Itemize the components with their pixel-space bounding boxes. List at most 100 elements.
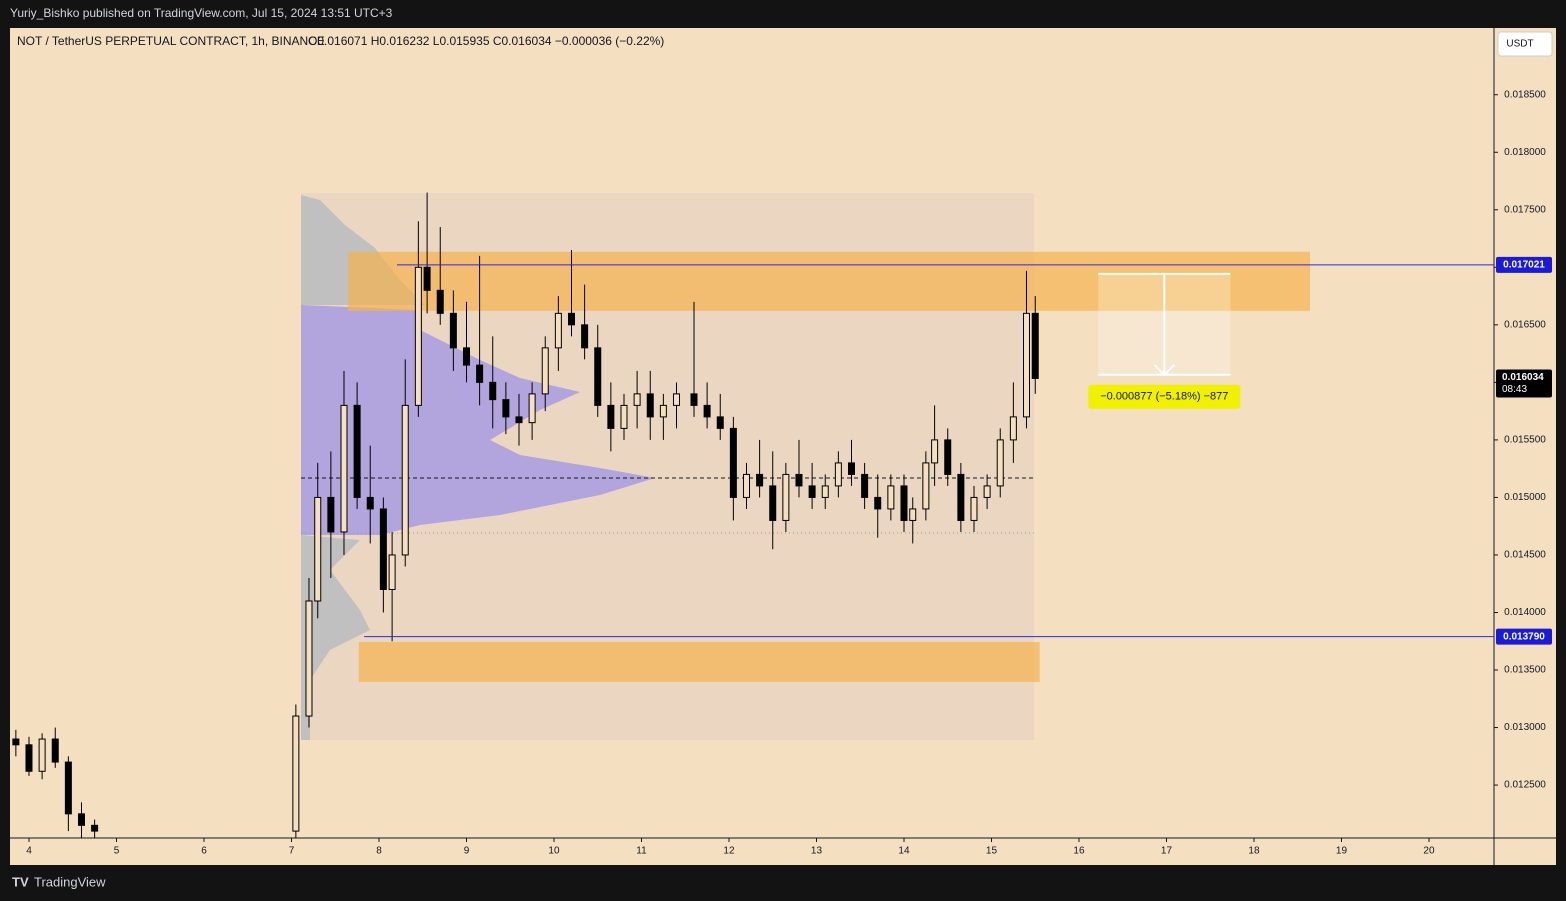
candle-body [449,312,457,349]
candle-body [401,404,409,556]
candle-body [1031,312,1039,379]
candle-body [769,485,777,521]
level-label: 0.013790 [1503,631,1545,642]
candle-body [1022,312,1030,418]
candle-body [314,496,322,602]
candle-body [690,393,698,406]
zone [348,251,1310,311]
candle-body [64,761,72,815]
plot [12,192,1310,838]
candle-body [379,508,387,590]
candle-body [716,416,724,429]
x-tick-label: 19 [1336,846,1348,857]
x-tick-label: 15 [986,846,998,857]
y-tick-label: 0.017500 [1504,204,1546,215]
x-tick-label: 13 [811,846,823,857]
x-tick-label: 6 [201,846,207,857]
x-tick-label: 8 [376,846,382,857]
candle-body [861,473,869,498]
candle-body [756,473,764,487]
currency[interactable]: USDT [1506,39,1533,50]
candle-body [821,485,829,498]
y-tick-label: 0.016500 [1504,319,1546,330]
measure-arrowhead [1153,364,1176,377]
candle-body [414,266,422,406]
candle-body [782,473,790,521]
candle-body [620,404,628,429]
candle-body [38,738,46,772]
x-tick-label: 18 [1248,846,1260,857]
y-tick-label: 0.013000 [1504,722,1546,733]
candle-body [12,738,20,746]
candle-body [77,813,85,826]
y-tick-label: 0.015500 [1504,435,1546,446]
brand: TradingView [34,874,106,889]
candle-body [931,439,939,464]
candle-body [502,399,510,418]
y-tick-label: 0.015000 [1504,492,1546,503]
x-tick-label: 12 [723,846,735,857]
candle-body [423,266,431,291]
candle-body [554,312,562,349]
currency-button[interactable] [1497,31,1553,57]
candle-body [581,324,589,349]
candle-body [476,364,484,383]
candle-body [528,393,536,424]
candle-body [983,485,991,498]
candle-body [327,496,335,533]
candle-body [909,508,917,521]
publisher: Yuriy_Bishko published on TradingView.co… [10,6,393,20]
candle-body [703,404,711,418]
candle-body [91,824,99,832]
candle-body [594,347,602,406]
candle-body [970,496,978,521]
profile-value-area [301,305,655,535]
candle-body [944,439,952,475]
candle-body [900,485,908,521]
x-tick-label: 16 [1073,846,1085,857]
measure-label: −0.000877 (−5.18%) −877 [1100,391,1228,403]
x-tick-label: 20 [1423,846,1435,857]
candle-body [672,393,680,406]
candle-body [436,289,444,314]
candle-body [567,312,575,326]
y-tick-label: 0.012500 [1504,780,1546,791]
candle-body [51,738,59,763]
x-tick-label: 14 [898,846,910,857]
candle-body [353,404,361,498]
x-tick-label: 10 [548,846,560,857]
candle-body [996,439,1004,487]
brand-logo: TV [12,874,29,889]
candle-body [462,347,470,366]
candle-body [922,462,930,510]
candle-body [340,404,348,533]
candle-body [305,600,313,717]
x-tick-label: 11 [636,846,647,857]
candle-body [834,462,842,487]
candle-body [388,554,396,590]
candle-body [874,496,882,510]
measure-tag [1088,384,1241,409]
x-tick-label: 4 [26,846,32,857]
candle-body [633,393,641,406]
y-tick-label: 0.014500 [1504,550,1546,561]
price-tag [1496,369,1552,398]
x-tick-label: 17 [1161,846,1173,857]
candle-body [292,715,300,832]
candle-body [646,393,654,418]
x-tick-label: 9 [464,846,470,857]
candle-body [847,462,855,475]
candle-body [729,427,737,498]
candle-body [887,485,895,510]
candle-body [742,473,750,498]
level-tag [1496,256,1552,273]
y-tick-label: 0.014000 [1504,607,1546,618]
candle-body [25,744,33,772]
candle-body [366,496,374,510]
candle-body [607,404,615,429]
level-tag [1496,628,1552,645]
candle-body [659,404,667,418]
candle-body [808,485,816,498]
symbol: NOT / TetherUS PERPETUAL CONTRACT, 1h, B… [17,34,325,48]
